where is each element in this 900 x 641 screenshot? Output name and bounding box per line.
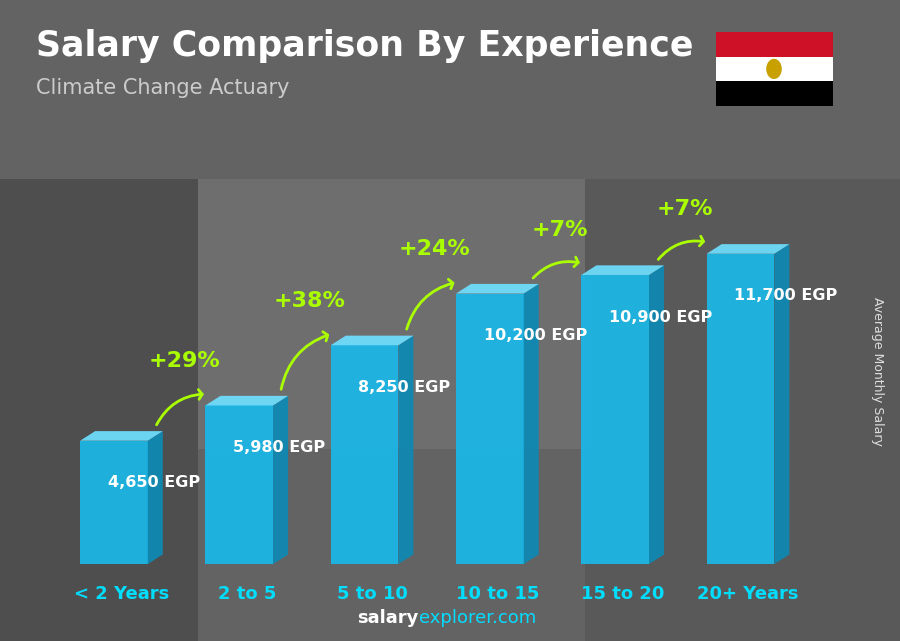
Text: 20+ Years: 20+ Years bbox=[698, 585, 799, 603]
Text: Salary Comparison By Experience: Salary Comparison By Experience bbox=[36, 29, 693, 63]
Text: 5,980 EGP: 5,980 EGP bbox=[233, 440, 325, 455]
Text: 4,650 EGP: 4,650 EGP bbox=[108, 476, 200, 490]
Polygon shape bbox=[706, 244, 789, 254]
Text: Average Monthly Salary: Average Monthly Salary bbox=[871, 297, 884, 446]
Bar bbox=[716, 81, 832, 106]
Text: +38%: +38% bbox=[274, 290, 346, 311]
Text: 10 to 15: 10 to 15 bbox=[455, 585, 539, 603]
Polygon shape bbox=[706, 254, 774, 564]
Polygon shape bbox=[456, 284, 539, 294]
Text: 10,900 EGP: 10,900 EGP bbox=[609, 310, 712, 324]
Bar bbox=[198, 179, 585, 449]
Polygon shape bbox=[205, 396, 288, 406]
Polygon shape bbox=[80, 441, 148, 564]
Polygon shape bbox=[273, 396, 288, 564]
Polygon shape bbox=[774, 244, 789, 564]
Text: 10,200 EGP: 10,200 EGP bbox=[483, 328, 587, 343]
Bar bbox=[716, 56, 832, 81]
Text: 5 to 10: 5 to 10 bbox=[337, 585, 408, 603]
Text: Climate Change Actuary: Climate Change Actuary bbox=[36, 78, 290, 98]
Text: 15 to 20: 15 to 20 bbox=[581, 585, 664, 603]
Text: +29%: +29% bbox=[148, 351, 220, 371]
Polygon shape bbox=[649, 265, 664, 564]
Text: < 2 Years: < 2 Years bbox=[74, 585, 169, 603]
Text: 11,700 EGP: 11,700 EGP bbox=[734, 288, 838, 303]
Polygon shape bbox=[581, 265, 664, 275]
Text: +7%: +7% bbox=[532, 221, 589, 240]
Text: salary: salary bbox=[357, 609, 418, 627]
Polygon shape bbox=[330, 336, 413, 345]
Polygon shape bbox=[399, 336, 413, 564]
Text: explorer.com: explorer.com bbox=[418, 609, 536, 627]
Text: 8,250 EGP: 8,250 EGP bbox=[358, 380, 450, 395]
Bar bbox=[585, 179, 900, 641]
Polygon shape bbox=[80, 431, 163, 441]
Bar bbox=[0, 179, 198, 641]
Text: 2 to 5: 2 to 5 bbox=[218, 585, 276, 603]
Ellipse shape bbox=[766, 59, 782, 79]
Polygon shape bbox=[330, 345, 399, 564]
Text: +24%: +24% bbox=[399, 239, 471, 259]
Polygon shape bbox=[148, 431, 163, 564]
Polygon shape bbox=[581, 275, 649, 564]
Polygon shape bbox=[524, 284, 539, 564]
Bar bbox=[716, 32, 832, 56]
Text: +7%: +7% bbox=[657, 199, 714, 219]
Polygon shape bbox=[456, 294, 524, 564]
Polygon shape bbox=[205, 406, 273, 564]
